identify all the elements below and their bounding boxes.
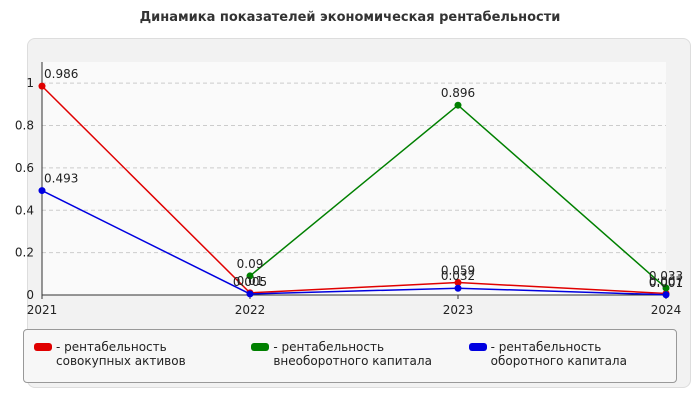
legend-swatch bbox=[34, 343, 52, 351]
point bbox=[454, 279, 462, 287]
legend-item: - рентабельность совокупных активов bbox=[24, 330, 241, 382]
y-tick-label: 1 bbox=[26, 76, 34, 90]
data-label: 0.033 bbox=[649, 269, 683, 283]
point bbox=[38, 187, 46, 195]
data-label: 0.059 bbox=[441, 264, 475, 278]
y-tick-label: 0.8 bbox=[15, 119, 34, 133]
x-tick-label: 2022 bbox=[235, 303, 266, 317]
legend-label: - рентабельность внеоборотного капитала bbox=[273, 340, 432, 368]
x-tick-label: 2024 bbox=[651, 303, 682, 317]
point bbox=[246, 272, 254, 280]
y-tick-label: 0.4 bbox=[15, 203, 34, 217]
legend-swatch bbox=[251, 343, 270, 351]
data-label: 0.896 bbox=[441, 86, 475, 100]
x-tick-label: 2021 bbox=[27, 303, 58, 317]
plot-area bbox=[42, 62, 666, 295]
point bbox=[662, 291, 670, 299]
legend-label: - рентабельность совокупных активов bbox=[56, 340, 186, 368]
data-label: 0.032 bbox=[441, 269, 475, 283]
data-label: 0.007 bbox=[649, 275, 683, 289]
legend-swatch bbox=[468, 343, 487, 351]
data-label: 0.493 bbox=[44, 172, 78, 186]
y-tick-label: 0.6 bbox=[15, 161, 34, 175]
data-label: 0.005 bbox=[233, 275, 267, 289]
legend-item: - рентабельность оборотного капитала bbox=[459, 330, 676, 382]
point bbox=[662, 284, 670, 292]
y-tick-label: 0.2 bbox=[15, 246, 34, 260]
data-label: 0.001 bbox=[649, 276, 683, 290]
series-line bbox=[41, 189, 667, 296]
y-tick-label: 0 bbox=[26, 288, 34, 302]
series-line bbox=[41, 85, 667, 295]
point bbox=[454, 284, 462, 292]
point bbox=[454, 101, 462, 109]
data-label: 0.986 bbox=[44, 67, 78, 81]
x-tick-label: 2023 bbox=[443, 303, 474, 317]
chart-title: Динамика показателей экономическая рента… bbox=[139, 10, 561, 25]
data-label: 0.09 bbox=[237, 257, 264, 271]
legend-item: - рентабельность внеоборотного капитала bbox=[241, 330, 458, 382]
point bbox=[38, 82, 46, 90]
data-label: 0.01 bbox=[237, 274, 264, 288]
legend: - рентабельность совокупных активов - рен… bbox=[23, 329, 677, 383]
legend-label: - рентабельность оборотного капитала bbox=[490, 340, 627, 368]
point bbox=[246, 290, 254, 298]
